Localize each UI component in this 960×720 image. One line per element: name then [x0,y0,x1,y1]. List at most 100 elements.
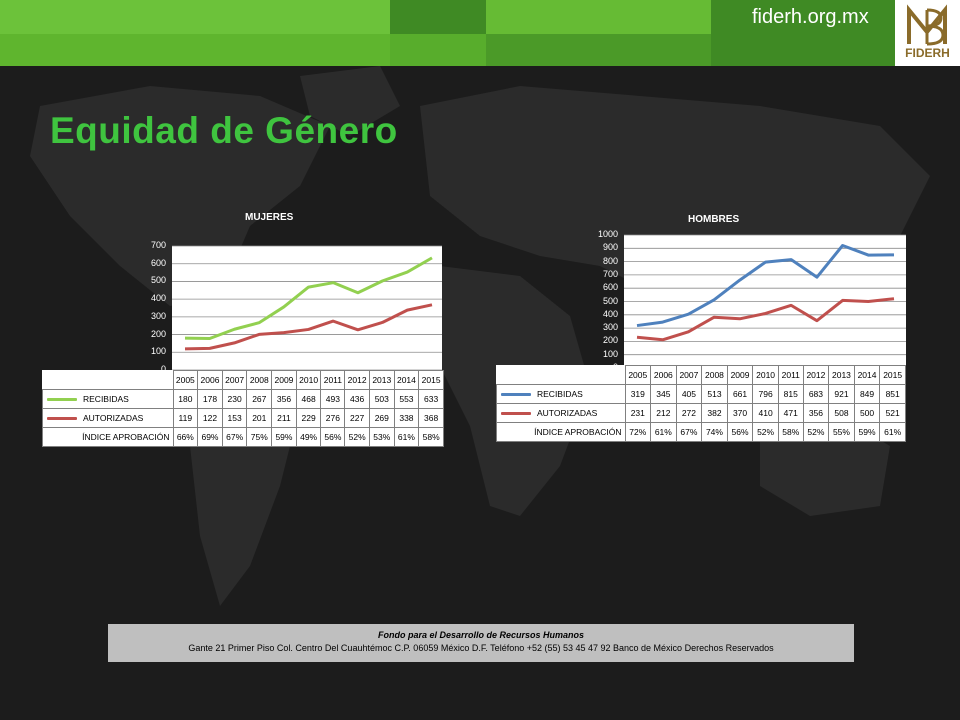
header-bar: fiderh.org.mx FIDERH [0,0,960,66]
year-cell: 2010 [752,365,779,385]
footer-organization: Fondo para el Desarrollo de Recursos Hum… [377,630,585,640]
y-tick-label: 400 [150,293,166,304]
data-table-hombres: 2005 2006 2007 2008 2009 2010 2011 2012 … [496,365,906,442]
value-cell: 521 [879,403,906,423]
percent-cell: 67% [675,422,703,442]
value-cell: 201 [246,408,273,428]
index-label: ÍNDICE APROBACIÓN [496,422,626,442]
value-cell: 921 [828,384,855,404]
value-cell: 796 [752,384,779,404]
year-cell: 2005 [624,365,652,385]
table-header-row: 2005 2006 2007 2008 2009 2010 2011 2012 … [497,365,906,385]
value-cell: 849 [853,384,881,404]
year-cell: 2007 [221,370,248,390]
percent-cell: 49% [295,427,322,447]
header-block [390,34,486,66]
line-chart-mujeres [172,245,442,371]
year-cell: 2013 [828,365,855,385]
legend-swatch [47,398,77,402]
year-cell: 2011 [320,370,346,390]
percent-cell: 74% [701,422,728,442]
header-block [0,0,390,34]
value-cell: 230 [221,389,248,409]
value-cell: 513 [701,384,728,404]
table-row: AUTORIZADAS 119 122 153 201 211 229 276 … [42,408,444,428]
table-row: ÍNDICE APROBACIÓN 72% 61% 67% 74% 56% 52… [496,422,906,442]
year-cell: 2014 [393,370,420,390]
legend-swatch [501,393,531,397]
percent-cell: 58% [777,422,804,442]
y-tick-label: 1000 [597,229,618,239]
value-cell: 508 [828,403,855,423]
footer-address: Gante 21 Primer Piso Col. Centro Del Cua… [188,643,774,653]
header-block [711,0,895,66]
series-name: RECIBIDAS [537,389,583,399]
series-line-recibidas-hombres [636,244,895,328]
fiderh-logo: FIDERH [895,0,960,66]
year-cell: 2009 [726,365,754,385]
y-tick-label: 700 [602,268,618,279]
percent-cell: 75% [246,427,273,447]
value-cell: 436 [344,389,370,409]
site-url[interactable]: fiderh.org.mx [752,6,869,28]
value-cell: 231 [624,403,652,423]
line-chart-hombres [624,234,906,369]
table-header-row: 2005 2006 2007 2008 2009 2010 2011 2012 … [43,370,444,390]
legend-swatch [501,412,531,416]
percent-cell: 52% [802,422,830,442]
year-cell: 2012 [802,365,830,385]
year-cell: 2010 [295,370,322,390]
header-block [486,0,711,34]
percent-cell: 61% [650,422,677,442]
percent-cell: 58% [418,427,444,447]
table-row: RECIBIDAS 319 345 405 513 661 796 815 68… [496,384,906,404]
percent-cell: 59% [853,422,881,442]
percent-cell: 61% [393,427,420,447]
year-cell: 2012 [344,370,370,390]
year-cell: 2006 [197,370,223,390]
series-label: RECIBIDAS [496,384,626,404]
y-tick-label: 500 [602,295,618,306]
y-tick-label: 500 [150,275,166,286]
percent-cell: 61% [879,422,906,442]
year-cell: 2011 [777,365,804,385]
y-tick-label: 300 [150,310,166,321]
value-cell: 410 [752,403,779,423]
logo-text: FIDERH [905,46,950,60]
table-row: ÍNDICE APROBACIÓN 66% 69% 67% 75% 59% 49… [42,427,444,447]
table-row: AUTORIZADAS 231 212 272 382 370 410 471 … [496,403,906,423]
percent-cell: 56% [320,427,346,447]
year-cell: 2008 [246,370,273,390]
plot-area [172,246,442,370]
series-name: RECIBIDAS [83,394,129,404]
series-line-recibidas-mujeres [184,256,433,340]
legend-swatch [47,417,77,421]
value-cell: 633 [418,389,444,409]
value-cell: 368 [418,408,444,428]
value-cell: 119 [172,408,199,428]
page-title: Equidad de Género [50,110,398,151]
value-cell: 370 [726,403,754,423]
chart-title-mujeres: MUJERES [245,212,294,223]
value-cell: 356 [802,403,830,423]
value-cell: 338 [393,408,420,428]
value-cell: 267 [246,389,273,409]
value-cell: 272 [675,403,703,423]
y-tick-label: 600 [150,257,166,268]
y-tick-label: 100 [150,346,166,357]
value-cell: 180 [172,389,199,409]
y-tick-label: 900 [602,242,618,253]
value-cell: 319 [624,384,652,404]
y-tick-label: 100 [602,348,618,359]
value-cell: 212 [650,403,677,423]
percent-cell: 59% [271,427,297,447]
value-cell: 382 [701,403,728,423]
y-tick-label: 800 [602,255,618,266]
percent-cell: 72% [624,422,652,442]
y-tick-label: 700 [150,240,166,250]
header-block [390,0,486,34]
percent-cell: 69% [197,427,223,447]
value-cell: 229 [295,408,322,428]
year-cell: 2005 [172,370,199,390]
value-cell: 468 [295,389,322,409]
